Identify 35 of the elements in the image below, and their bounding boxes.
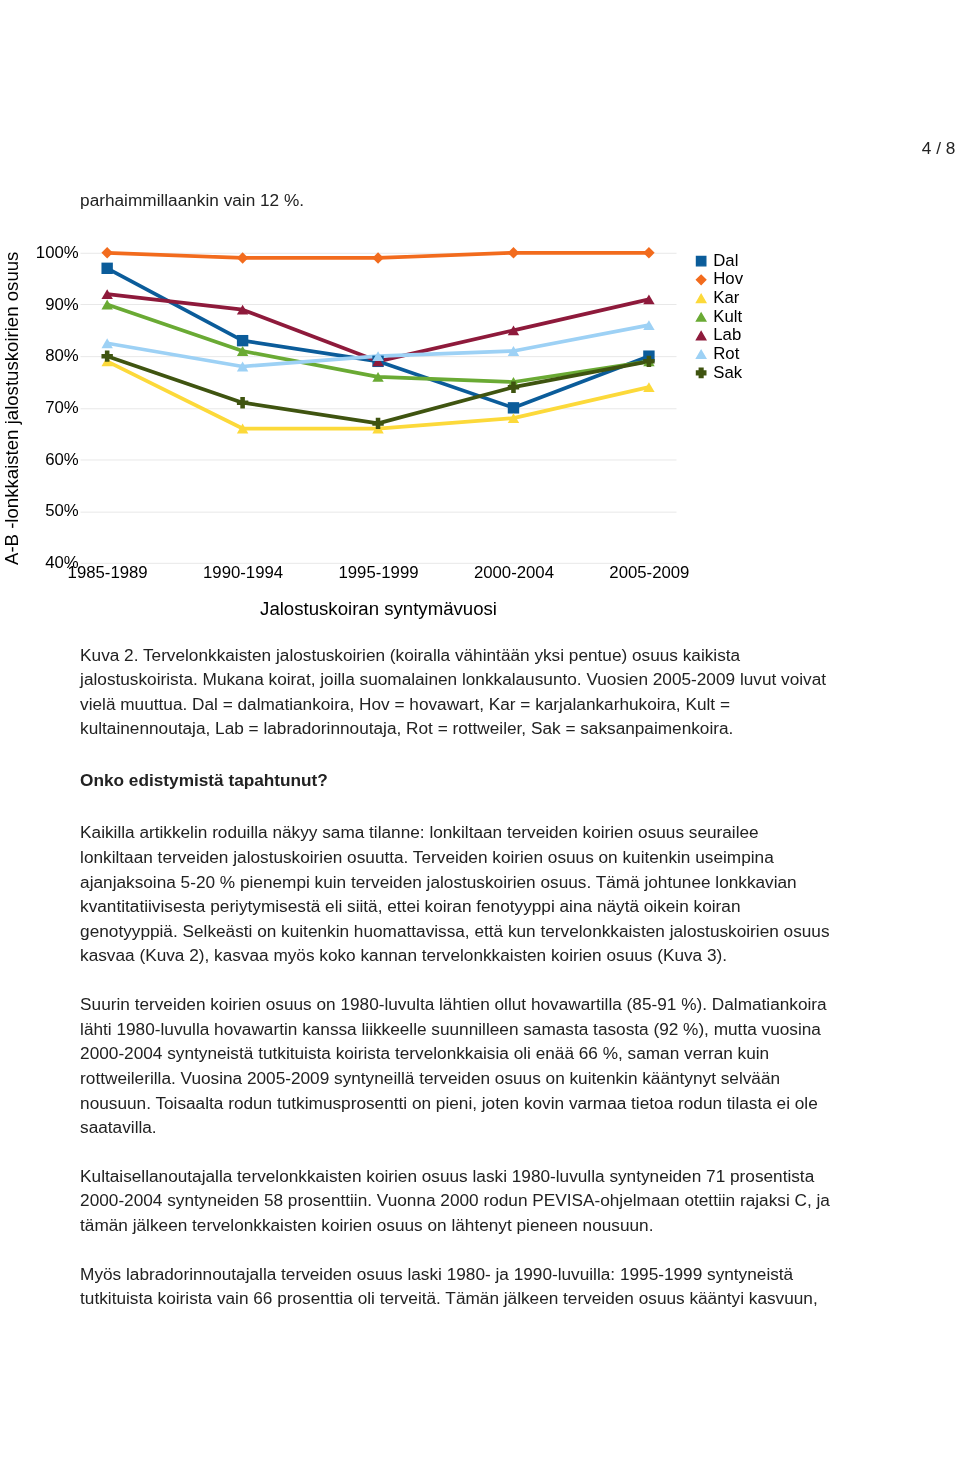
point (236, 334, 249, 347)
text: 4 / 8 (921, 138, 956, 159)
point (372, 417, 384, 430)
legend-label: Hov (713, 269, 744, 289)
legend-label: Kar (713, 288, 740, 308)
legend-label: Lab (713, 325, 742, 345)
y-tick-label: 90% (45, 294, 79, 314)
y-tick-label: 70% (45, 397, 79, 417)
text: Kaikilla artikkelin roduilla näkyy sama tilanne: lonkiltaan terveiden koirien osuus seurailee lonkiltaan terveiden jalostuskoirien osuutta. Terveiden koirien osuus on kuitenkin useimpina ajanjaksoina 5-20 % pienempi kuin terveiden jalostuskoirien osuus. Tämä johtunee lonkkavian kvantitatiivisesta periytymisestä eli siitä, ettei koiran fenotyyppi aina näytä oikein koiran genotyyppiä. Selkeästi on kuitenkin huomattavissa, että kun tervelonkkaisten jalostuskoirien osuus kasvaa (Kuva 2), kasvaa myös koko kannan tervelonkkaisten koirien osuus (Kuva 3). (80, 822, 830, 966)
legend-label: Dal (713, 250, 739, 270)
legend-label: Sak (713, 362, 743, 382)
x-tick-label: 2000-2004 (473, 563, 554, 583)
text: Kultaisellanoutajalla tervelonkkaisten koirien osuus laski 1980-luvulla syntyneiden 71 prosentista 2000-2004 syntyneiden 58 prosenttiin. Vuonna 2000 rodun PEVISA-ohjelmaan otettiin rajaksi C, ja tämän jälkeen tervelonkkaisten koirien osuus on lähtenyt pieneen nousuun. (80, 1165, 831, 1236)
y-tick-label: 100% (35, 242, 79, 262)
text: Suurin terveiden koirien osuus on 1980-luvulta lähtien ollut hovawartilla (85-91 %). Dalmatiankoira lähti 1980-luvulla hovawartin kanssa liikkeelle suunnilleen samasta tasosta (92 %), mutta vuosina 2000-2004 syntyneistä tutkituista koirista tervelonkkaisia oli enää 66 %, saman verran kuin rottweilerilla. Vuosina 2005-2009 syntyneillä terveiden osuus on kuitenkin kääntynyt selvään nousuun. Toisaalta rodun tutkimusprosentti on pieni, joten kovin varmaa tietoa rodun tilasta ei ole saatavilla. (80, 994, 828, 1138)
point (101, 262, 113, 275)
point (236, 346, 249, 356)
point (236, 423, 249, 434)
point (236, 304, 249, 315)
point (236, 396, 249, 409)
x-tick-label: 1990-1994 (203, 563, 284, 583)
y-tick-label: 50% (45, 501, 79, 521)
y-axis-title: A-B -lonkkaisten jalostuskoirien osuus (1, 251, 23, 566)
x-axis-title: Jalostuskoiran syntymävuosi (260, 598, 497, 620)
x-tick-label: 1995-1999 (338, 563, 419, 583)
point (236, 361, 249, 372)
x-tick-label: 2005-2009 (609, 563, 690, 583)
text: Myös labradorinnoutajalla terveiden osuus laski 1980- ja 1990-luvuilla: 1995-1999 syntyneistä tutkituista koirista vain 66 prosenttia oli terveitä. Tämän jälkeen terveiden osuus kääntyi kasvuun, (80, 1263, 818, 1309)
y-tick-label: 80% (45, 346, 79, 366)
legend-label: Rot (713, 343, 740, 363)
text: Onko edistymistä tapahtunut? (80, 770, 328, 791)
text: parhaimmillaankin vain 12 %. (80, 190, 305, 211)
y-tick-label: 60% (45, 449, 79, 469)
text: Kuva 2. Tervelonkkaisten jalostuskoirien (koiralla vähintään yksi pentue) osuus kaikista jalostuskoirista. Mukana koirat, joilla suomalainen lonkkalausunto. Vuosien 2005-2009 luvut voivat vielä muuttua. Dal = dalmatiankoira, Hov = hovawart, Kar = karjalankarhukoira, Kult = kultainennoutaja, Lab = labradorinnoutaja, Rot = rottweiler, Sak = saksanpaimenkoira. (79, 644, 827, 739)
legend-label: Kult (713, 306, 743, 326)
